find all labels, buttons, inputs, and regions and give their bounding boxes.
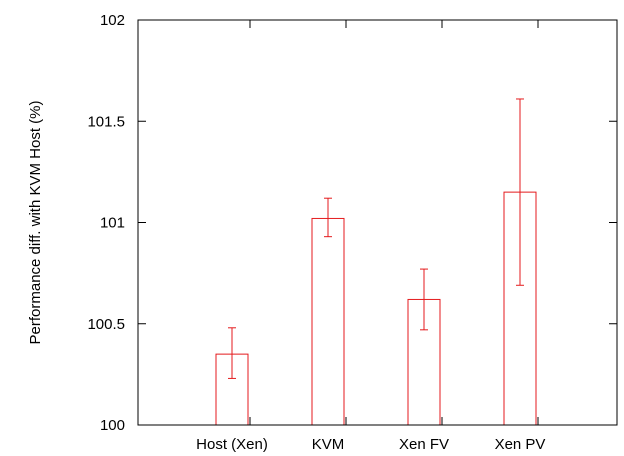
plot-frame — [137, 19, 618, 426]
x-tick-label: Xen FV — [399, 436, 449, 453]
y-tick-label: 102 — [100, 12, 125, 29]
x-tick-label: Host (Xen) — [196, 436, 268, 453]
y-axis-label: Performance diff. with KVM Host (%) — [27, 101, 44, 345]
x-tick-label: Xen PV — [495, 436, 546, 453]
y-axis-ticks: 100 100.5 101 101.5 102 — [87, 12, 617, 434]
x-tick-label: KVM — [312, 436, 345, 453]
bar — [311, 217, 345, 426]
error-bars — [228, 98, 524, 379]
y-tick-label: 100 — [100, 417, 125, 434]
bar-series — [215, 191, 537, 426]
y-tick-label: 101 — [100, 215, 125, 232]
y-tick-label: 101.5 — [87, 113, 125, 130]
x-axis-ticks: Host (Xen) KVM Xen FV Xen PV — [196, 20, 545, 453]
y-tick-label: 100.5 — [87, 316, 125, 333]
